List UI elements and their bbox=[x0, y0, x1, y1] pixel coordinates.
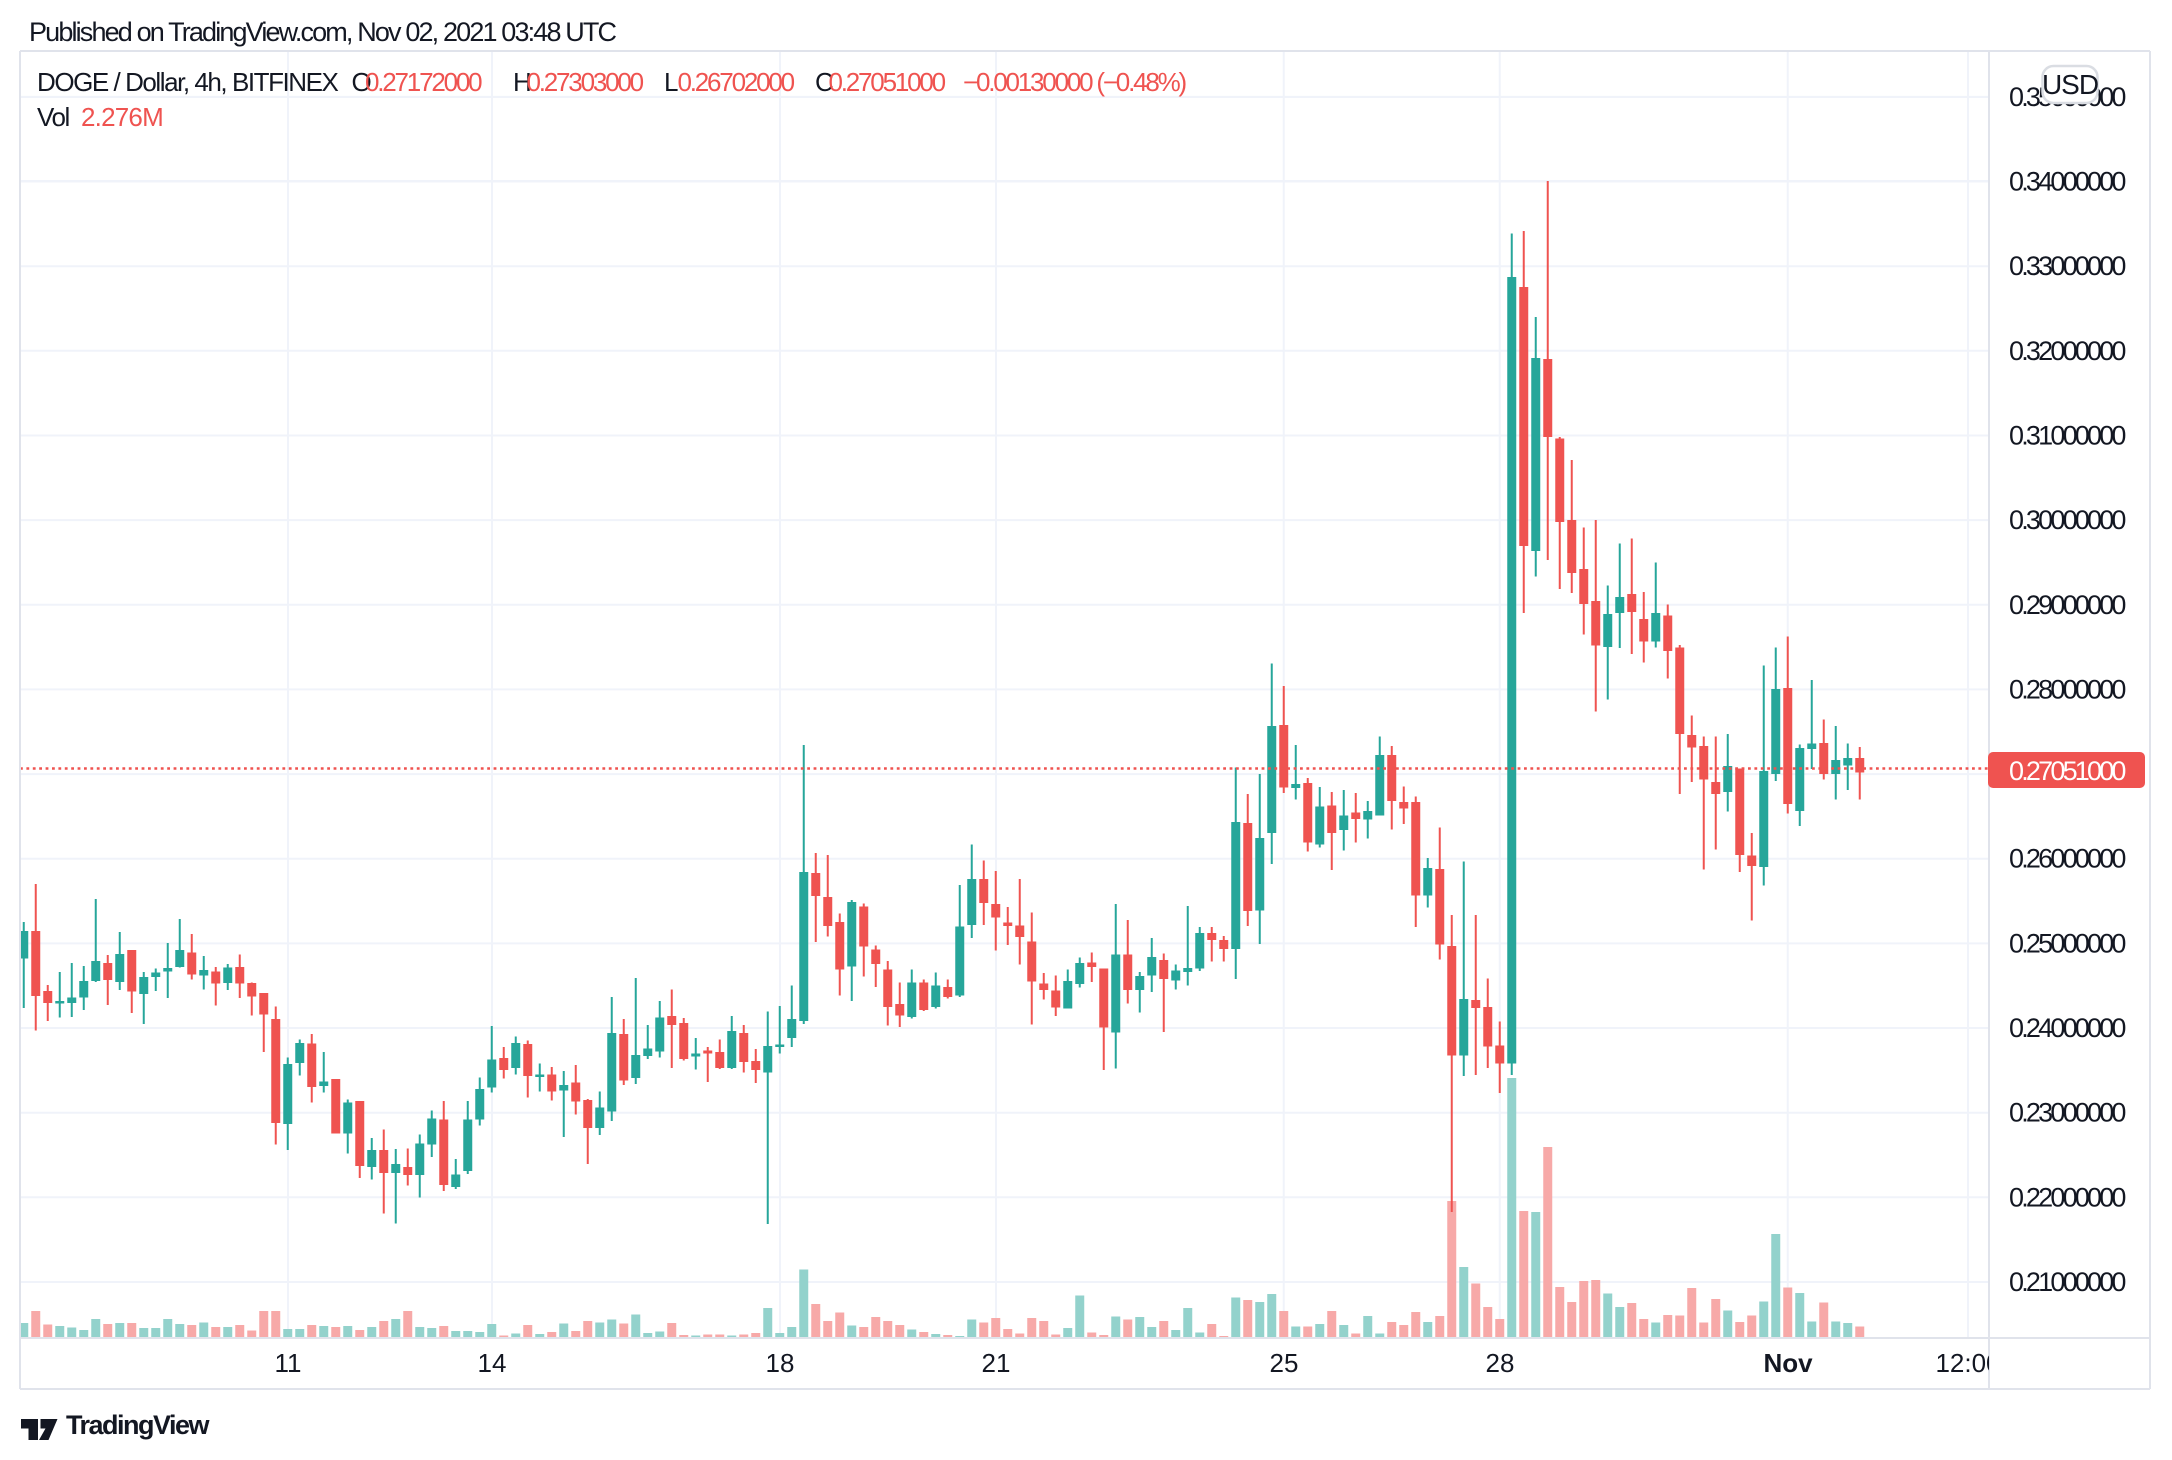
svg-text:21: 21 bbox=[982, 1348, 1011, 1378]
svg-text:2.276M: 2.276M bbox=[81, 102, 163, 132]
svg-text:14: 14 bbox=[478, 1348, 507, 1378]
svg-text:0.30000000: 0.30000000 bbox=[2009, 505, 2125, 535]
svg-text:0.25000000: 0.25000000 bbox=[2009, 928, 2125, 958]
svg-text:0.26000000: 0.26000000 bbox=[2009, 844, 2125, 874]
svg-text:H: H bbox=[513, 67, 530, 97]
svg-text:0.27172000: 0.27172000 bbox=[365, 67, 482, 97]
svg-text:0.24000000: 0.24000000 bbox=[2009, 1013, 2125, 1043]
svg-text:25: 25 bbox=[1270, 1348, 1299, 1378]
svg-text:0.29000000: 0.29000000 bbox=[2009, 590, 2125, 620]
svg-text:0.23000000: 0.23000000 bbox=[2009, 1098, 2125, 1128]
svg-text:0.32000000: 0.32000000 bbox=[2009, 336, 2125, 366]
svg-text:0.21000000: 0.21000000 bbox=[2009, 1267, 2125, 1297]
svg-text:O: O bbox=[352, 67, 371, 97]
svg-text:0.26702000: 0.26702000 bbox=[678, 67, 795, 97]
svg-text:Nov: Nov bbox=[1763, 1348, 1813, 1378]
svg-text:Published on TradingView.com,: Published on TradingView.com, Nov 02, 20… bbox=[29, 17, 617, 47]
svg-text:12:00: 12:00 bbox=[1935, 1348, 2000, 1378]
svg-text:0.27051000: 0.27051000 bbox=[2009, 756, 2125, 786]
svg-text:28: 28 bbox=[1486, 1348, 1515, 1378]
svg-text:18: 18 bbox=[766, 1348, 795, 1378]
svg-text:0.31000000: 0.31000000 bbox=[2009, 421, 2125, 451]
svg-text:0.27303000: 0.27303000 bbox=[527, 67, 644, 97]
svg-text:DOGE / Dollar, 4h, BITFINEX: DOGE / Dollar, 4h, BITFINEX bbox=[37, 67, 338, 97]
svg-text:0.27051000: 0.27051000 bbox=[829, 67, 946, 97]
svg-text:TradingView: TradingView bbox=[66, 1410, 211, 1440]
svg-text:USD: USD bbox=[2042, 69, 2098, 100]
svg-text:0.34000000: 0.34000000 bbox=[2009, 167, 2125, 197]
svg-text:0.33000000: 0.33000000 bbox=[2009, 251, 2125, 281]
svg-text:C: C bbox=[815, 67, 833, 97]
svg-text:0.28000000: 0.28000000 bbox=[2009, 674, 2125, 704]
svg-text:Vol: Vol bbox=[37, 102, 69, 132]
svg-text:L: L bbox=[664, 67, 678, 97]
svg-text:−0.00130000 (−0.48%): −0.00130000 (−0.48%) bbox=[963, 67, 1187, 97]
svg-text:0.22000000: 0.22000000 bbox=[2009, 1182, 2125, 1212]
svg-text:11: 11 bbox=[275, 1348, 302, 1378]
